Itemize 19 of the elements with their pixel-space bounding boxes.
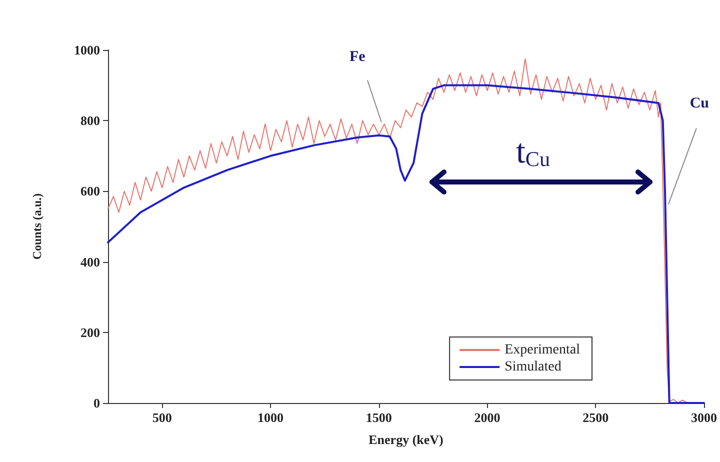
x-tick-label: 1000: [258, 410, 284, 425]
x-tick-label: 500: [152, 410, 172, 425]
y-axis-title: Counts (a.u.): [30, 193, 44, 260]
x-axis-title: Energy (keV): [368, 432, 444, 447]
y-tick-label: 200: [80, 324, 100, 340]
y-tick-label: 800: [80, 113, 100, 128]
y-tick-label: 400: [80, 254, 100, 270]
x-tick-label: 1500: [366, 410, 392, 425]
y-tick-label: 0: [94, 396, 100, 410]
legend-label: Experimental: [504, 342, 580, 358]
annotation: Cu: [690, 95, 710, 112]
y-tick-label: 1000: [74, 42, 100, 58]
y-tick-label: 600: [80, 184, 100, 199]
x-tick-label: 3000: [691, 410, 717, 425]
x-tick-label: 2000: [474, 410, 500, 425]
legend-label: Simulated: [504, 360, 562, 374]
annotation: tCu: [516, 134, 550, 171]
annotation: Fe: [349, 49, 366, 66]
x-tick-label: 2500: [582, 410, 609, 425]
